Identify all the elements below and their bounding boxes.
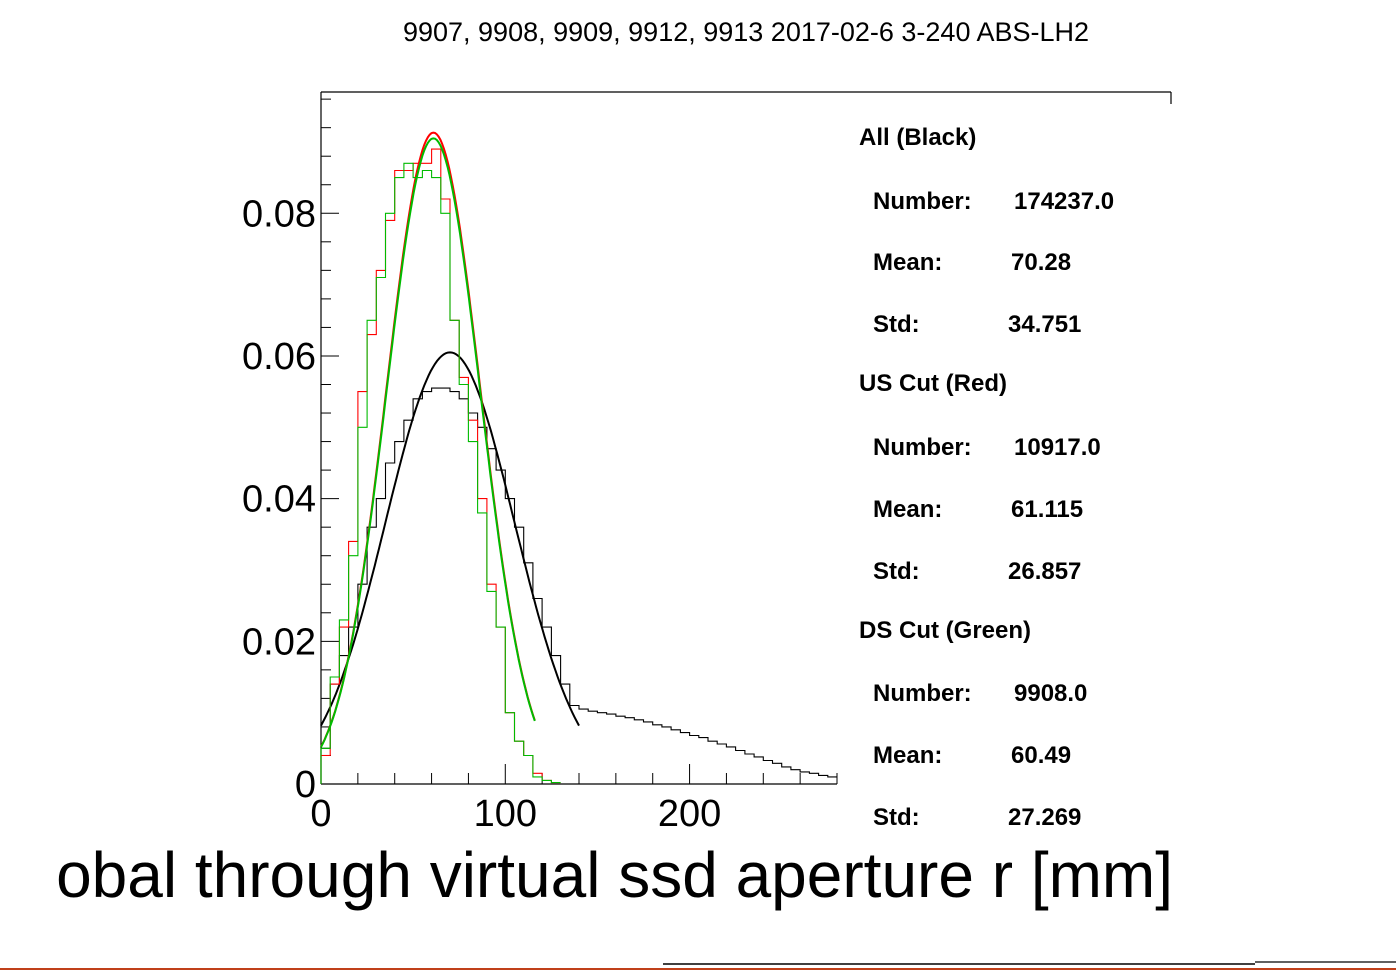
stats-ds-std-value: 27.269 — [1008, 804, 1081, 831]
y-axis: 00.020.040.060.08 — [242, 92, 339, 806]
stats-ds-std-label: Std: — [873, 804, 920, 831]
histogram-series-2 — [321, 163, 561, 784]
stats-ds-header: DS Cut (Green) — [859, 617, 1031, 644]
stats-us-header: US Cut (Red) — [859, 370, 1007, 397]
stats-all-std-label: Std: — [873, 311, 920, 338]
stats-all-mean-label: Mean: — [873, 249, 942, 276]
chart-title: 9907, 9908, 9909, 9912, 9913 2017-02-6 3… — [403, 17, 1089, 47]
stats-all-number-value: 174237.0 — [1014, 188, 1114, 215]
fit-curve-series-1 — [321, 133, 535, 747]
x-axis: 0 100 200 — [310, 764, 837, 835]
stats-all-header: All (Black) — [859, 124, 976, 151]
stats-all-mean-value: 70.28 — [1011, 249, 1071, 276]
stats-us-std-value: 26.857 — [1008, 558, 1081, 585]
stats-us-mean-value: 61.115 — [1011, 496, 1083, 523]
stats-us-number-value: 10917.0 — [1014, 434, 1101, 461]
stats-ds-number-value: 9908.0 — [1014, 680, 1087, 707]
series-layer — [321, 133, 837, 784]
y-tick-label: 0.02 — [242, 621, 316, 663]
fit-curve-series-0 — [321, 352, 579, 725]
stats-us-mean-label: Mean: — [873, 496, 942, 523]
fit-curve-series-2 — [321, 138, 535, 747]
stats-us-std-label: Std: — [873, 558, 920, 585]
x-tick-label: 0 — [310, 793, 331, 835]
stats-box: All (Black) Number: 174237.0 Mean: 70.28… — [859, 124, 1114, 831]
stats-ds-number-label: Number: — [873, 680, 972, 707]
stats-us-number-label: Number: — [873, 434, 972, 461]
y-tick-label: 0.08 — [242, 193, 316, 235]
y-tick-label: 0.06 — [242, 336, 316, 378]
stats-ds-mean-label: Mean: — [873, 742, 942, 769]
y-tick-label: 0.04 — [242, 479, 316, 521]
x-tick-label: 100 — [474, 793, 537, 835]
x-tick-label: 200 — [658, 793, 721, 835]
stats-all-number-label: Number: — [873, 188, 972, 215]
stats-all-std-value: 34.751 — [1008, 311, 1081, 338]
x-axis-label: obal through virtual ssd aperture r [mm] — [56, 839, 1173, 911]
stats-ds-mean-value: 60.49 — [1011, 742, 1071, 769]
